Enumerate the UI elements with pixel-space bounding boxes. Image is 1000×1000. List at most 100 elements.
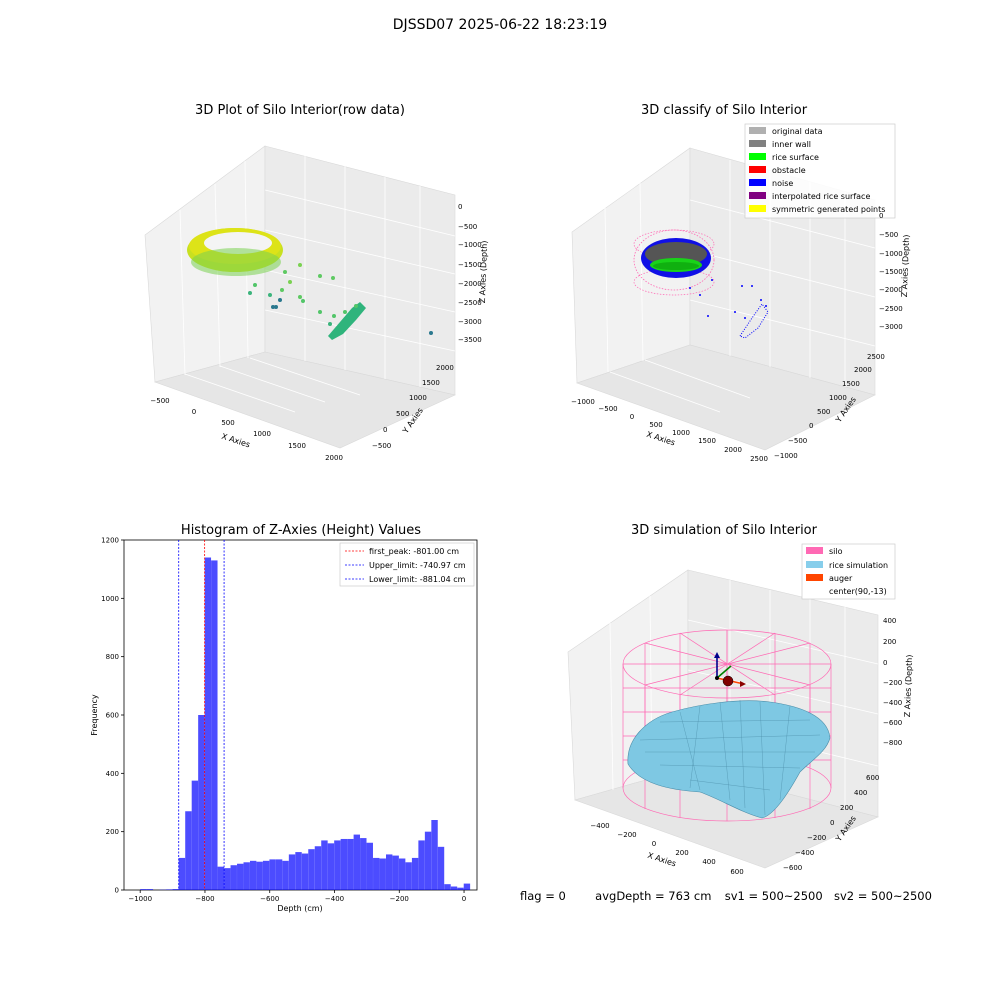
x-axis-label: X Axies <box>646 851 677 869</box>
histogram-bar <box>386 854 393 890</box>
auger-marker <box>714 652 746 687</box>
histogram-bar <box>366 842 373 890</box>
z-tick: −200 <box>883 679 902 687</box>
x-tick: −500 <box>150 397 169 405</box>
histogram-bar <box>379 858 386 890</box>
z-axis-label: Z Axies (Depth) <box>478 240 489 303</box>
legend-label: rice surface <box>772 153 819 162</box>
histogram-bar <box>178 857 186 890</box>
y-tick: 2000 <box>436 364 454 372</box>
x-tick: 200 <box>675 849 688 857</box>
classified-point-cloud <box>633 229 769 339</box>
histogram-bar <box>249 860 257 890</box>
z-tick: 400 <box>883 617 896 625</box>
z-tick: −1500 <box>458 261 482 269</box>
y-tick: 0 <box>830 819 834 827</box>
raw-point-cloud <box>187 228 433 340</box>
x-tick-label: −200 <box>390 895 409 903</box>
z-tick: 0 <box>458 203 462 211</box>
x-tick: 0 <box>630 413 634 421</box>
z-tick: −500 <box>879 231 898 239</box>
panel-title-simulation: 3D simulation of Silo Interior <box>631 523 817 538</box>
legend-label: silo <box>829 547 843 556</box>
histogram-bar <box>463 883 471 890</box>
y-tick: 1500 <box>422 379 440 387</box>
y-tick: −400 <box>795 849 814 857</box>
ring-hollow <box>204 232 272 254</box>
x-axis-ticks: −1000 −800 −600 −400 −200 0 <box>128 890 466 903</box>
histogram-bar <box>198 715 205 890</box>
histogram-bar <box>405 862 412 890</box>
status-line: flag = 0 avgDepth = 763 cm sv1 = 500~250… <box>520 889 932 903</box>
histogram-bar <box>269 859 276 891</box>
histogram-bar <box>140 889 147 891</box>
histogram-bars <box>140 557 471 891</box>
histogram-bar <box>301 853 309 890</box>
histogram-bar <box>166 889 173 890</box>
legend-label: noise <box>772 179 793 188</box>
x-tick: 1000 <box>253 430 271 438</box>
histogram-bar <box>314 846 322 890</box>
legend-swatch-inner-wall <box>749 140 766 147</box>
x-tick: 1000 <box>672 429 690 437</box>
y-tick: 2500 <box>867 353 885 361</box>
x-tick: 600 <box>730 868 743 876</box>
x-tick: 1500 <box>698 437 716 445</box>
histogram-bar <box>321 840 328 890</box>
y-tick: 2000 <box>854 366 872 374</box>
legend-label: obstacle <box>772 166 806 175</box>
legend-swatch-noise <box>749 179 766 186</box>
sv1-text: sv1 = 500~2500 <box>724 889 823 903</box>
histogram-bar <box>340 838 348 890</box>
legend-swatch-auger <box>806 574 823 581</box>
legend-label: symmetric generated points <box>772 205 885 214</box>
histogram-bar <box>411 857 419 890</box>
histogram-bar <box>230 865 237 890</box>
axis-ticks-z: 0 −500 −1000 −1500 −2000 −2500 −3000 −35… <box>458 203 489 344</box>
x-tick: 2000 <box>325 454 343 462</box>
y-tick: 1000 <box>409 394 427 402</box>
x-axis-label: X Axies <box>220 432 251 450</box>
x-axis-label: Depth (cm) <box>277 904 322 913</box>
z-tick: −2000 <box>879 286 903 294</box>
z-tick: 0 <box>883 659 887 667</box>
histogram-bar <box>353 834 361 890</box>
histogram-bar <box>418 840 425 890</box>
legend-swatch-silo <box>806 547 823 554</box>
z-tick: −500 <box>458 223 477 231</box>
x-tick: 2000 <box>724 446 742 454</box>
x-tick: 1500 <box>288 442 306 450</box>
histogram-bar <box>146 889 154 891</box>
legend-label: center(90,-13) <box>829 587 887 596</box>
y-tick-label: 0 <box>115 887 119 895</box>
z-axis-label: Z Axies (Depth) <box>900 234 911 297</box>
histogram-bar <box>256 861 263 890</box>
histogram-bar <box>243 862 250 890</box>
y-tick-label: 400 <box>106 770 119 778</box>
z-axis-label: Z Axies (Depth) <box>903 654 914 717</box>
plot-frame <box>123 539 478 891</box>
panel-title-raw: 3D Plot of Silo Interior(row data) <box>195 103 405 118</box>
y-tick: 1500 <box>842 380 860 388</box>
y-axis-label: Frequency <box>90 694 99 736</box>
x-tick: 500 <box>649 421 662 429</box>
legend-simulation: silo rice simulation auger center(90,-13… <box>801 543 896 600</box>
x-tick: −400 <box>590 822 609 830</box>
histogram-bar <box>275 859 283 891</box>
flag-text: flag = 0 <box>520 889 566 903</box>
x-tick: −200 <box>617 831 636 839</box>
z-tick: −3500 <box>458 336 482 344</box>
legend-label: original data <box>772 127 823 136</box>
z-tick: 200 <box>883 638 896 646</box>
z-tick: −2500 <box>458 299 482 307</box>
legend-swatch-rice-surface <box>749 153 766 160</box>
x-tick: 400 <box>702 858 715 866</box>
y-tick: −500 <box>788 437 807 445</box>
y-axis-ticks: 0 200 400 600 800 1000 1200 <box>101 537 124 895</box>
z-tick: −1500 <box>879 268 903 276</box>
y-tick: 500 <box>396 410 409 418</box>
histogram-bar <box>295 852 302 890</box>
z-tick: −800 <box>883 739 902 747</box>
histogram-bar <box>444 884 451 890</box>
histogram-bar <box>282 860 289 890</box>
